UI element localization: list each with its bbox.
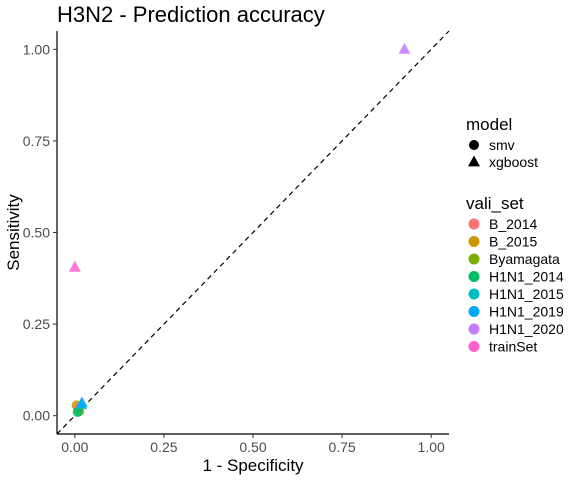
x-tick-label: 0.25: [150, 439, 177, 455]
x-tick-label: 0.75: [328, 439, 355, 455]
legend-key-xgboost-triangle-icon: [468, 155, 480, 167]
legend-color-key-circle-icon: [468, 323, 480, 335]
legend-label: H1N1_2020: [489, 321, 564, 337]
plot-area: 0.00 0.25 0.50 0.75 1.00 0.00 0.25 0.50 0.75 1.0…: [23, 30, 450, 455]
legend-label: H1N1_2015: [489, 286, 564, 302]
data-point: [72, 407, 83, 418]
legend-color-key-circle-icon: [468, 236, 480, 247]
y-tick-label: 1.00: [23, 41, 50, 57]
y-axis-ticks: 0.00 0.25 0.50 0.75 1.00: [23, 41, 57, 424]
data-point: [75, 396, 88, 408]
data-point: [68, 260, 81, 272]
data-point: [398, 42, 411, 54]
legend-label: B_2014: [489, 216, 537, 232]
y-tick-label: 0.75: [23, 133, 50, 149]
y-tick-label: 0.00: [23, 408, 50, 424]
legend-title-vali-set: vali_set: [466, 194, 524, 213]
legend-color-key-circle-icon: [468, 253, 480, 265]
y-axis-title: Sensitivity: [4, 194, 23, 271]
x-tick-label: 1.00: [418, 439, 445, 455]
x-axis-title: 1 - Specificity: [202, 456, 304, 475]
legend-color-key-circle-icon: [468, 341, 480, 352]
reference-diagonal-line: [56, 30, 450, 435]
points-layer: [68, 42, 411, 418]
x-axis-ticks: 0.00 0.25 0.50 0.75 1.00: [61, 434, 445, 455]
legend-label: Byamagata: [489, 251, 560, 267]
y-tick-label: 0.50: [23, 225, 50, 241]
legend-label: H1N1_2019: [489, 304, 564, 320]
x-tick-label: 0.50: [239, 439, 266, 455]
legend-color-key-circle-icon: [468, 306, 480, 317]
legend-color-key-circle-icon: [468, 218, 480, 230]
legend-label: H1N1_2014: [489, 269, 564, 285]
legend-title-model: model: [466, 115, 512, 134]
legend-color-key-circle-icon: [468, 288, 480, 300]
legend-color-key-circle-icon: [468, 271, 480, 282]
y-tick-label: 0.25: [23, 316, 50, 332]
legend-key-smv-circle-icon: [469, 140, 479, 150]
legend-label: B_2015: [489, 234, 537, 250]
legend-label: xgboost: [489, 154, 538, 170]
x-tick-label: 0.00: [61, 439, 88, 455]
legend-label: smv: [489, 137, 515, 153]
legend-label: trainSet: [489, 339, 537, 355]
chart-title: H3N2 - Prediction accuracy: [57, 2, 325, 27]
